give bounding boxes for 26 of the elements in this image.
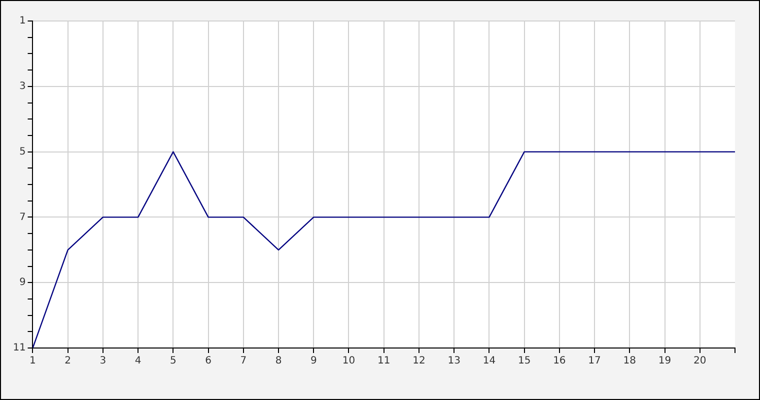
y-tick-label: 1 [19, 16, 26, 27]
x-tick-label: 3 [100, 356, 106, 367]
y-tick-label: 9 [19, 277, 26, 288]
x-tick-label: 13 [448, 356, 460, 367]
x-tick-label: 11 [377, 356, 390, 367]
y-tick-label: 5 [19, 146, 26, 158]
x-tick-label: 5 [170, 356, 176, 367]
x-tick-label: 16 [553, 356, 566, 367]
x-tick-label: 9 [310, 356, 317, 367]
y-tick-label: 7 [19, 212, 26, 223]
x-tick-label: 7 [240, 356, 247, 367]
x-tick-label: 18 [623, 356, 636, 367]
x-tick-label: 1 [30, 356, 36, 367]
x-tick-label: 2 [64, 356, 72, 367]
y-tick-label: 3 [19, 80, 26, 92]
x-tick-label: 15 [518, 356, 531, 367]
x-tick-label: 10 [342, 356, 356, 367]
x-tick-label: 12 [412, 356, 426, 367]
x-tick-label: 17 [588, 356, 601, 367]
x-tick-label: 6 [205, 356, 212, 367]
x-tick-label: 8 [275, 356, 282, 367]
y-tick-label: 11 [12, 342, 26, 354]
x-tick-label: 4 [134, 356, 142, 367]
x-tick-label: 19 [658, 356, 672, 367]
x-tick-label: 20 [694, 356, 706, 367]
x-tick-label: 14 [482, 356, 496, 367]
